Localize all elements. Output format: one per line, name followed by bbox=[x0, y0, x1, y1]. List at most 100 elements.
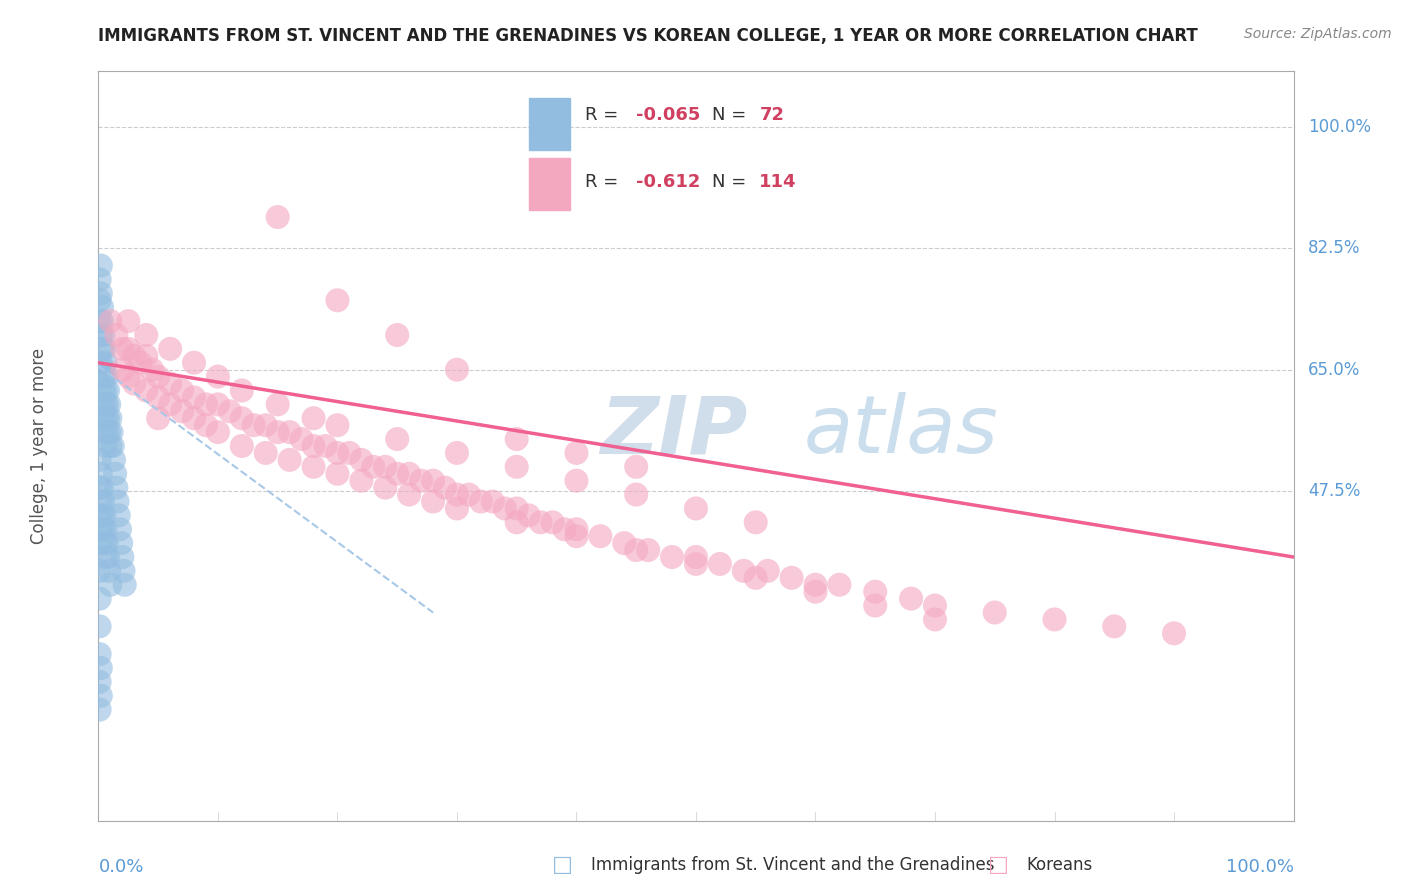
Text: 72: 72 bbox=[759, 106, 785, 124]
Point bbox=[183, 356, 205, 370]
Point bbox=[89, 674, 111, 689]
Point bbox=[385, 432, 409, 446]
Point bbox=[565, 446, 588, 460]
Point bbox=[105, 328, 128, 343]
Point bbox=[350, 474, 373, 488]
Point bbox=[326, 446, 349, 460]
Point bbox=[89, 536, 111, 550]
Point bbox=[374, 481, 396, 495]
Point bbox=[278, 425, 301, 439]
Point bbox=[105, 481, 128, 495]
Point bbox=[422, 494, 444, 508]
Point bbox=[111, 549, 134, 564]
Text: N =: N = bbox=[711, 173, 751, 191]
Point bbox=[254, 418, 277, 433]
Point bbox=[91, 411, 114, 425]
Point bbox=[183, 411, 205, 425]
Point bbox=[94, 384, 117, 398]
Point bbox=[291, 432, 314, 446]
Point bbox=[117, 314, 139, 328]
Point bbox=[470, 494, 492, 508]
Point bbox=[733, 564, 755, 578]
Point bbox=[96, 536, 118, 550]
Point bbox=[91, 522, 114, 536]
Text: □: □ bbox=[988, 855, 1008, 875]
Point bbox=[626, 487, 648, 501]
Point bbox=[565, 529, 588, 543]
Text: □: □ bbox=[553, 855, 572, 875]
Point bbox=[385, 467, 409, 481]
Point bbox=[97, 411, 120, 425]
Point bbox=[565, 522, 588, 536]
Point bbox=[315, 439, 337, 453]
Point bbox=[243, 418, 266, 433]
Point bbox=[446, 362, 468, 376]
Point bbox=[446, 501, 468, 516]
Point bbox=[326, 293, 349, 308]
Text: Koreans: Koreans bbox=[1026, 856, 1092, 874]
Point bbox=[89, 453, 111, 467]
Point bbox=[613, 536, 636, 550]
Point bbox=[446, 446, 468, 460]
Point bbox=[98, 397, 121, 411]
Point bbox=[685, 501, 707, 516]
Point bbox=[90, 356, 112, 370]
Point bbox=[195, 418, 218, 433]
Point bbox=[90, 328, 112, 343]
Point bbox=[984, 606, 1007, 620]
Text: R =: R = bbox=[585, 173, 624, 191]
Point bbox=[117, 369, 139, 384]
Point bbox=[541, 516, 564, 530]
Text: 100.0%: 100.0% bbox=[1226, 858, 1294, 876]
Point bbox=[91, 369, 114, 384]
Point bbox=[865, 599, 887, 613]
Point bbox=[219, 404, 242, 418]
Point bbox=[278, 453, 301, 467]
Text: -0.612: -0.612 bbox=[637, 173, 700, 191]
Point bbox=[93, 536, 115, 550]
Point bbox=[326, 467, 349, 481]
Point bbox=[481, 494, 505, 508]
Point bbox=[93, 397, 115, 411]
Point bbox=[98, 564, 121, 578]
Point bbox=[709, 557, 731, 571]
Point bbox=[98, 314, 122, 328]
Point bbox=[172, 404, 194, 418]
Point bbox=[96, 425, 118, 439]
Point bbox=[89, 591, 111, 606]
Point bbox=[89, 647, 111, 661]
Point bbox=[89, 619, 111, 633]
Point bbox=[363, 459, 385, 474]
Text: atlas: atlas bbox=[804, 392, 998, 470]
Point bbox=[107, 508, 129, 523]
Point bbox=[91, 508, 114, 523]
Point bbox=[159, 342, 181, 356]
Point bbox=[91, 384, 114, 398]
Point bbox=[745, 516, 768, 530]
Point bbox=[89, 293, 111, 308]
Point bbox=[446, 487, 468, 501]
Point bbox=[231, 439, 253, 453]
Point bbox=[94, 522, 117, 536]
Text: Immigrants from St. Vincent and the Grenadines: Immigrants from St. Vincent and the Gren… bbox=[591, 856, 994, 874]
Point bbox=[159, 376, 181, 391]
Text: 82.5%: 82.5% bbox=[1308, 239, 1361, 257]
Point bbox=[458, 487, 481, 501]
Point bbox=[506, 432, 529, 446]
Point bbox=[89, 508, 111, 523]
Bar bbox=[529, 97, 571, 150]
Point bbox=[422, 474, 444, 488]
Point bbox=[90, 286, 112, 301]
Point bbox=[89, 481, 111, 495]
Point bbox=[326, 418, 349, 433]
Point bbox=[231, 411, 253, 425]
Point bbox=[90, 467, 112, 481]
Point bbox=[828, 578, 851, 592]
Text: 100.0%: 100.0% bbox=[1308, 118, 1371, 136]
Point bbox=[124, 349, 146, 363]
Point bbox=[91, 300, 114, 314]
Point bbox=[267, 397, 290, 411]
Point bbox=[339, 446, 361, 460]
Point bbox=[111, 362, 134, 376]
Text: 47.5%: 47.5% bbox=[1308, 482, 1360, 500]
